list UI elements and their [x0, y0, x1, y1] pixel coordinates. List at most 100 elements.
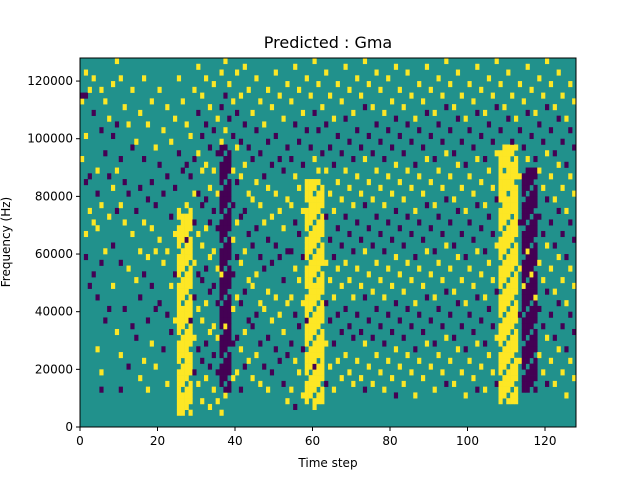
heatmap-cell	[374, 121, 379, 128]
heatmap-cell	[514, 196, 519, 203]
heatmap-cell	[455, 161, 461, 168]
heatmap-cell	[266, 334, 271, 341]
heatmap-cell	[173, 271, 178, 278]
y-axis-label: Frequency (Hz)	[0, 197, 13, 288]
heatmap-cell	[521, 242, 526, 249]
heatmap-cell	[545, 380, 550, 387]
heatmap-cell	[312, 156, 317, 163]
heatmap-cell	[506, 259, 511, 266]
heatmap-cell	[362, 58, 368, 65]
heatmap-cell	[184, 375, 189, 382]
heatmap-cell	[219, 317, 224, 324]
heatmap-cell	[180, 277, 185, 284]
heatmap-cell	[273, 69, 278, 76]
heatmap-cell	[448, 219, 453, 226]
heatmap-cell	[304, 265, 309, 272]
heatmap-cell	[428, 271, 433, 278]
heatmap-cell	[525, 380, 530, 387]
heatmap-cell	[176, 254, 182, 261]
heatmap-cell	[200, 277, 205, 284]
heatmap-cell	[188, 392, 193, 399]
heatmap-cell	[324, 69, 329, 76]
heatmap-cell	[180, 369, 185, 376]
heatmap-cell	[312, 398, 317, 405]
heatmap-cell	[188, 213, 193, 220]
heatmap-cell	[448, 127, 453, 134]
heatmap-cell	[405, 69, 410, 76]
heatmap-cell	[320, 213, 325, 220]
heatmap-cell	[308, 242, 313, 249]
heatmap-cell	[444, 288, 449, 295]
heatmap-cell	[134, 207, 139, 214]
heatmap-cell	[207, 403, 213, 411]
heatmap-cell	[258, 340, 263, 347]
heatmap-cell	[188, 207, 193, 214]
heatmap-cell	[184, 369, 189, 376]
heatmap-cell	[227, 380, 232, 387]
heatmap-cell	[188, 305, 193, 312]
heatmap-cell	[455, 115, 461, 122]
heatmap-cell	[207, 104, 213, 111]
heatmap-cell	[320, 150, 325, 157]
heatmap-cell	[238, 173, 244, 180]
heatmap-cell	[331, 207, 337, 214]
heatmap-cell	[91, 109, 96, 116]
heatmap-cell	[99, 202, 104, 209]
heatmap-cell	[227, 265, 232, 272]
heatmap-cell	[215, 369, 220, 376]
heatmap-cell	[227, 213, 232, 220]
heatmap-cell	[514, 317, 519, 324]
heatmap-cell	[242, 363, 247, 370]
heatmap-cell	[529, 86, 534, 93]
heatmap-cell	[502, 294, 507, 301]
heatmap-cell	[312, 179, 317, 186]
heatmap-cell	[506, 161, 511, 168]
heatmap-cell	[490, 230, 495, 238]
heatmap-cell	[142, 357, 147, 364]
heatmap-cell	[378, 138, 383, 145]
heatmap-cell	[525, 225, 530, 232]
heatmap-cell	[405, 259, 410, 266]
heatmap-cell	[502, 179, 507, 186]
heatmap-cell	[180, 265, 185, 272]
heatmap-cell	[308, 300, 313, 307]
heatmap-cell	[397, 271, 402, 278]
heatmap-cell	[324, 213, 329, 220]
heatmap-cell	[223, 225, 228, 232]
heatmap-cell	[517, 127, 523, 134]
heatmap-cell	[502, 300, 507, 307]
heatmap-cell	[436, 121, 441, 128]
heatmap-cell	[165, 380, 170, 387]
heatmap-cell	[331, 115, 337, 122]
heatmap-cell	[510, 265, 515, 272]
heatmap-cell	[510, 196, 515, 203]
heatmap-cell	[502, 213, 507, 220]
heatmap-cell	[556, 69, 561, 76]
heatmap-cell	[293, 121, 298, 128]
heatmap-cell	[537, 259, 542, 266]
heatmap-cell	[273, 242, 278, 249]
heatmap-cell	[215, 190, 220, 197]
heatmap-cell	[320, 300, 325, 307]
heatmap-cell	[514, 346, 519, 353]
y-tick-label: 80000	[35, 189, 73, 203]
heatmap-cell	[118, 386, 123, 393]
heatmap-cell	[471, 144, 476, 151]
heatmap-cell	[300, 207, 306, 214]
heatmap-cell	[355, 265, 360, 272]
heatmap-cell	[165, 311, 170, 318]
heatmap-cell	[223, 259, 228, 266]
heatmap-cell	[444, 242, 449, 249]
heatmap-cell	[533, 346, 538, 353]
heatmap-cell	[103, 248, 108, 255]
heatmap-cell	[393, 115, 399, 122]
heatmap-cell	[506, 375, 511, 382]
heatmap-cell	[308, 346, 313, 353]
heatmap-cell	[277, 92, 282, 99]
heatmap-cell	[227, 300, 232, 307]
heatmap-cell	[223, 288, 228, 295]
heatmap-cell	[215, 334, 220, 341]
heatmap-cell	[219, 352, 224, 359]
heatmap-cell	[285, 398, 290, 405]
heatmap-cell	[223, 219, 228, 226]
